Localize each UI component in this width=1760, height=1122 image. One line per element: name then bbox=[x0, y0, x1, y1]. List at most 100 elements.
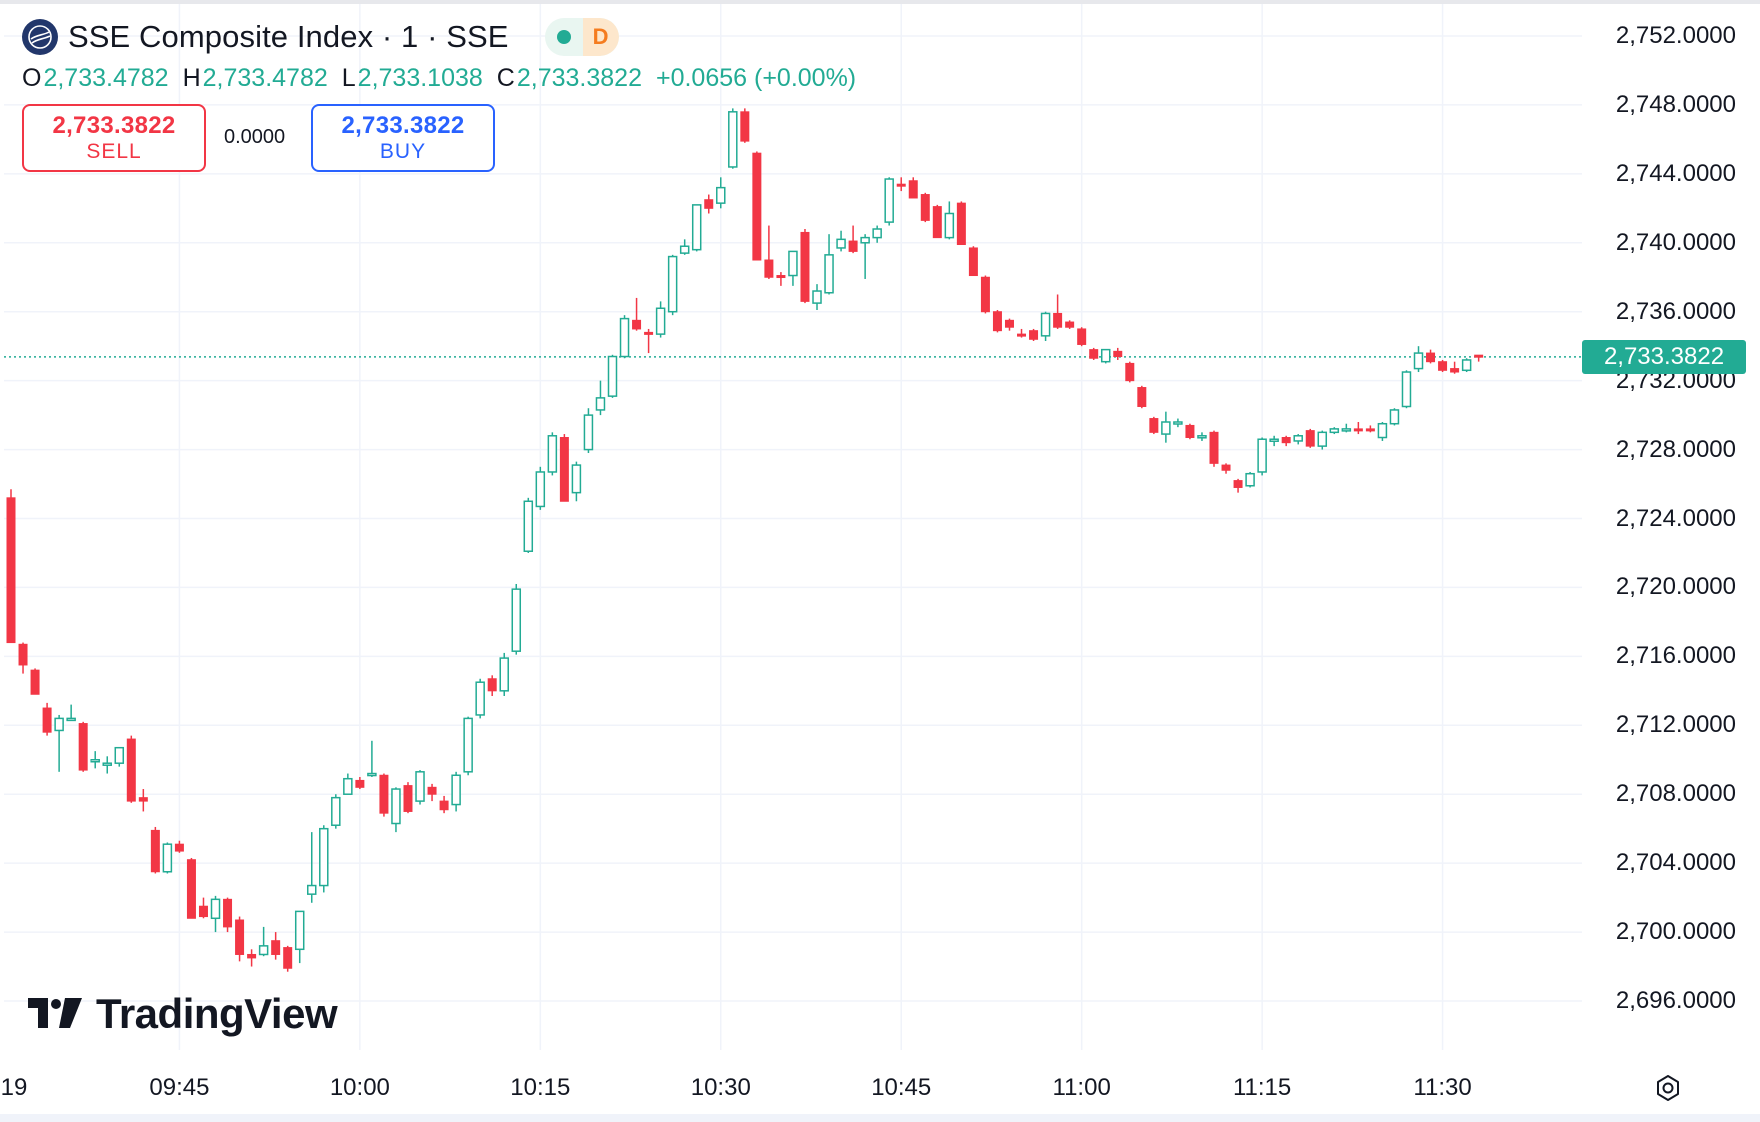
change-value: +0.0656 (+0.00%) bbox=[655, 64, 857, 92]
settings-icon[interactable] bbox=[1653, 1073, 1683, 1103]
candle-body bbox=[499, 657, 509, 692]
candle-body bbox=[102, 762, 112, 766]
candle bbox=[1293, 434, 1303, 445]
grid-lines bbox=[4, 4, 1582, 1050]
candle-body bbox=[1221, 464, 1231, 471]
candle bbox=[619, 315, 630, 359]
candle-body bbox=[511, 588, 522, 652]
candle bbox=[752, 151, 762, 261]
candle-body bbox=[956, 202, 966, 246]
candle-body bbox=[740, 111, 750, 142]
buy-button[interactable]: 2,733.3822 BUY bbox=[311, 104, 495, 172]
buy-label: BUY bbox=[379, 139, 427, 163]
candle-body bbox=[235, 919, 245, 955]
candle-body bbox=[367, 772, 377, 777]
candle-body bbox=[1040, 312, 1051, 337]
price-tick-label: 2,728.0000 bbox=[1615, 435, 1736, 463]
candle bbox=[932, 204, 942, 239]
candle bbox=[1438, 359, 1448, 373]
candle bbox=[114, 746, 125, 767]
candle bbox=[30, 668, 40, 695]
candle-body bbox=[198, 905, 208, 918]
candle-body bbox=[908, 180, 918, 199]
candle bbox=[1029, 328, 1039, 342]
symbol-header: SSE Composite Index · 1 · SSE D bbox=[22, 18, 619, 56]
candle bbox=[908, 177, 918, 199]
candle bbox=[1269, 435, 1279, 447]
candle-body bbox=[1293, 435, 1303, 442]
price-tick-label: 2,736.0000 bbox=[1615, 297, 1736, 325]
candle bbox=[571, 461, 582, 502]
market-badge[interactable]: D bbox=[582, 18, 619, 56]
candle-body bbox=[932, 206, 942, 239]
symbol-title[interactable]: SSE Composite Index · 1 · SSE bbox=[68, 19, 509, 54]
candle bbox=[1281, 435, 1291, 447]
status-icon-wrap bbox=[545, 18, 583, 56]
candle bbox=[90, 751, 100, 769]
bottom-toolbar-strip bbox=[0, 1114, 1760, 1122]
tradingview-logo[interactable]: TradingView bbox=[28, 990, 338, 1038]
candle-body bbox=[776, 275, 786, 279]
candle bbox=[1377, 422, 1388, 441]
candle bbox=[439, 795, 449, 814]
candle bbox=[1017, 328, 1027, 338]
candle-body bbox=[896, 183, 906, 187]
time-tick-label: 19 bbox=[0, 1074, 28, 1101]
candle bbox=[1053, 294, 1063, 329]
candle-body bbox=[355, 779, 365, 788]
candle bbox=[896, 177, 906, 192]
sell-button[interactable]: 2,733.3822 SELL bbox=[22, 104, 206, 172]
price-tick-label: 2,744.0000 bbox=[1615, 159, 1736, 187]
candle-body bbox=[691, 204, 702, 251]
candle-body bbox=[824, 254, 834, 294]
candle bbox=[475, 678, 485, 719]
candle-body bbox=[1341, 428, 1352, 432]
candle bbox=[174, 840, 184, 853]
candle-body bbox=[812, 290, 822, 304]
candle-body bbox=[559, 437, 569, 502]
candle-body bbox=[78, 723, 88, 771]
candle-body bbox=[427, 786, 437, 795]
candle-body bbox=[439, 800, 449, 811]
candle bbox=[1089, 347, 1099, 360]
price-tick-label: 2,724.0000 bbox=[1615, 504, 1736, 532]
candle bbox=[944, 201, 955, 240]
candle bbox=[884, 177, 894, 226]
low-key: L bbox=[341, 64, 356, 92]
candle bbox=[102, 756, 112, 774]
time-tick-label: 10:30 bbox=[690, 1074, 751, 1101]
close-value: 2,733.3822 bbox=[516, 64, 642, 92]
candle-body bbox=[872, 228, 882, 239]
candle-body bbox=[1029, 330, 1039, 340]
candle-body bbox=[1197, 435, 1207, 439]
ohlc-legend: O 2,733.4782 H 2,733.4782 L 2,733.1038 C… bbox=[22, 64, 870, 93]
sse-globe-icon[interactable] bbox=[22, 19, 58, 55]
candle-body bbox=[1450, 368, 1460, 373]
candle-body bbox=[1209, 431, 1219, 464]
candle-body bbox=[1401, 371, 1412, 408]
candle bbox=[1365, 425, 1375, 433]
candle bbox=[162, 842, 173, 874]
candle-body bbox=[704, 199, 714, 209]
candle-body bbox=[752, 152, 762, 261]
candle-body bbox=[607, 355, 618, 397]
candle-body bbox=[1233, 480, 1243, 488]
candle bbox=[968, 246, 978, 277]
candle-body bbox=[619, 317, 630, 358]
candle bbox=[1389, 408, 1400, 426]
open-value: 2,733.4782 bbox=[43, 64, 169, 92]
candle bbox=[1161, 411, 1171, 443]
open-key: O bbox=[22, 64, 42, 92]
market-status[interactable]: D bbox=[544, 18, 619, 56]
candle-body bbox=[1149, 418, 1159, 433]
candle-body bbox=[66, 717, 76, 722]
candle-body bbox=[1389, 409, 1400, 425]
candle-body bbox=[836, 238, 846, 249]
candle-body bbox=[716, 186, 726, 204]
candle-body bbox=[547, 435, 558, 473]
candle bbox=[487, 675, 497, 696]
candle bbox=[66, 704, 76, 722]
candle-body bbox=[42, 707, 52, 733]
candle bbox=[271, 932, 281, 960]
